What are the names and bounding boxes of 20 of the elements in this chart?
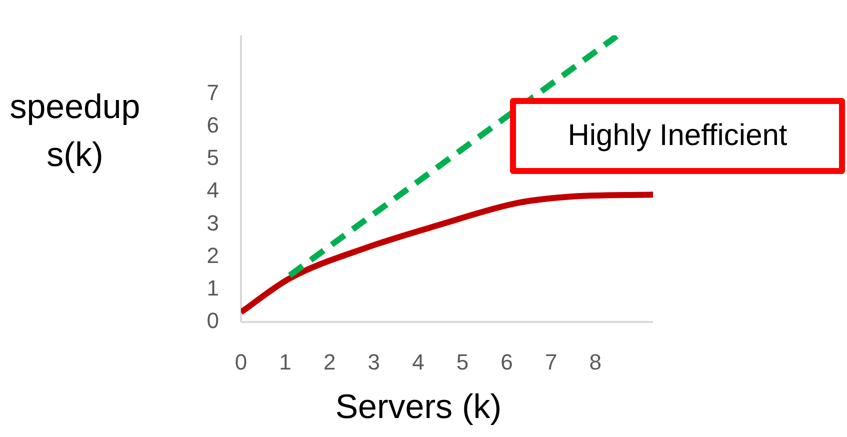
x-tick-label: 1 <box>279 349 292 374</box>
x-tick-label: 0 <box>234 349 248 374</box>
y-tick-label: 5 <box>206 145 219 170</box>
y-tick-label: 0 <box>206 308 219 334</box>
x-axis-title: Servers (k) <box>334 388 503 427</box>
y-tick-label: 4 <box>206 178 219 203</box>
y-axis-title: speedup s(k) <box>8 87 142 176</box>
x-tick-label: 8 <box>589 349 602 374</box>
y-tick-label: 1 <box>206 275 219 300</box>
x-tick-label: 3 <box>368 349 380 374</box>
y-tick-label: 3 <box>206 210 219 236</box>
x-tick-label: 7 <box>544 349 558 374</box>
x-tick-label: 5 <box>456 349 469 374</box>
x-tick-label: 2 <box>323 349 336 374</box>
x-tick-label: 4 <box>412 349 424 374</box>
y-tick-label: 7 <box>206 80 219 105</box>
y-tick-label: 6 <box>206 112 219 138</box>
x-tick-label: 6 <box>500 349 513 374</box>
text-frame: Highly Inefficient <box>510 98 845 174</box>
y-tick-label: 2 <box>206 242 219 268</box>
